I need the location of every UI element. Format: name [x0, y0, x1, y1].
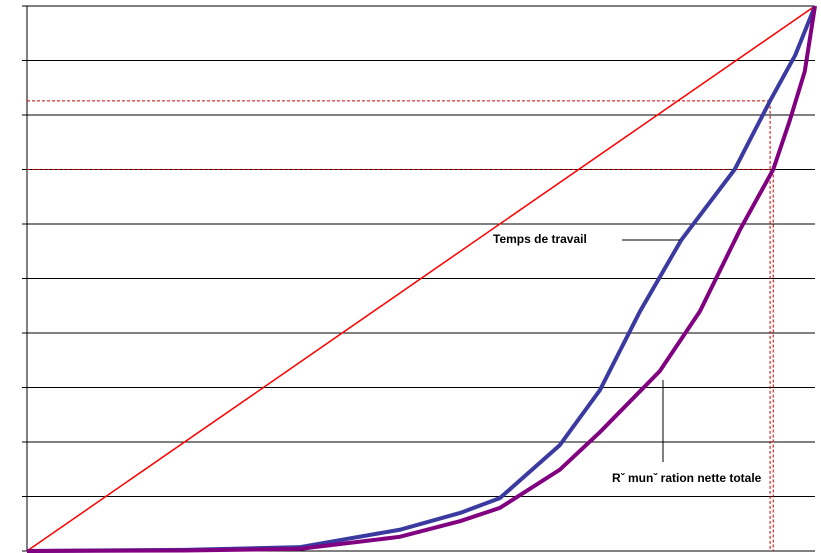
lorenz-curve [26, 5, 817, 553]
lorenz-curve [26, 5, 817, 553]
equality-line [26, 5, 816, 552]
series-label: Temps de travail [493, 232, 587, 246]
series-label: Rˇ munˇ ration nette totale [612, 471, 762, 485]
